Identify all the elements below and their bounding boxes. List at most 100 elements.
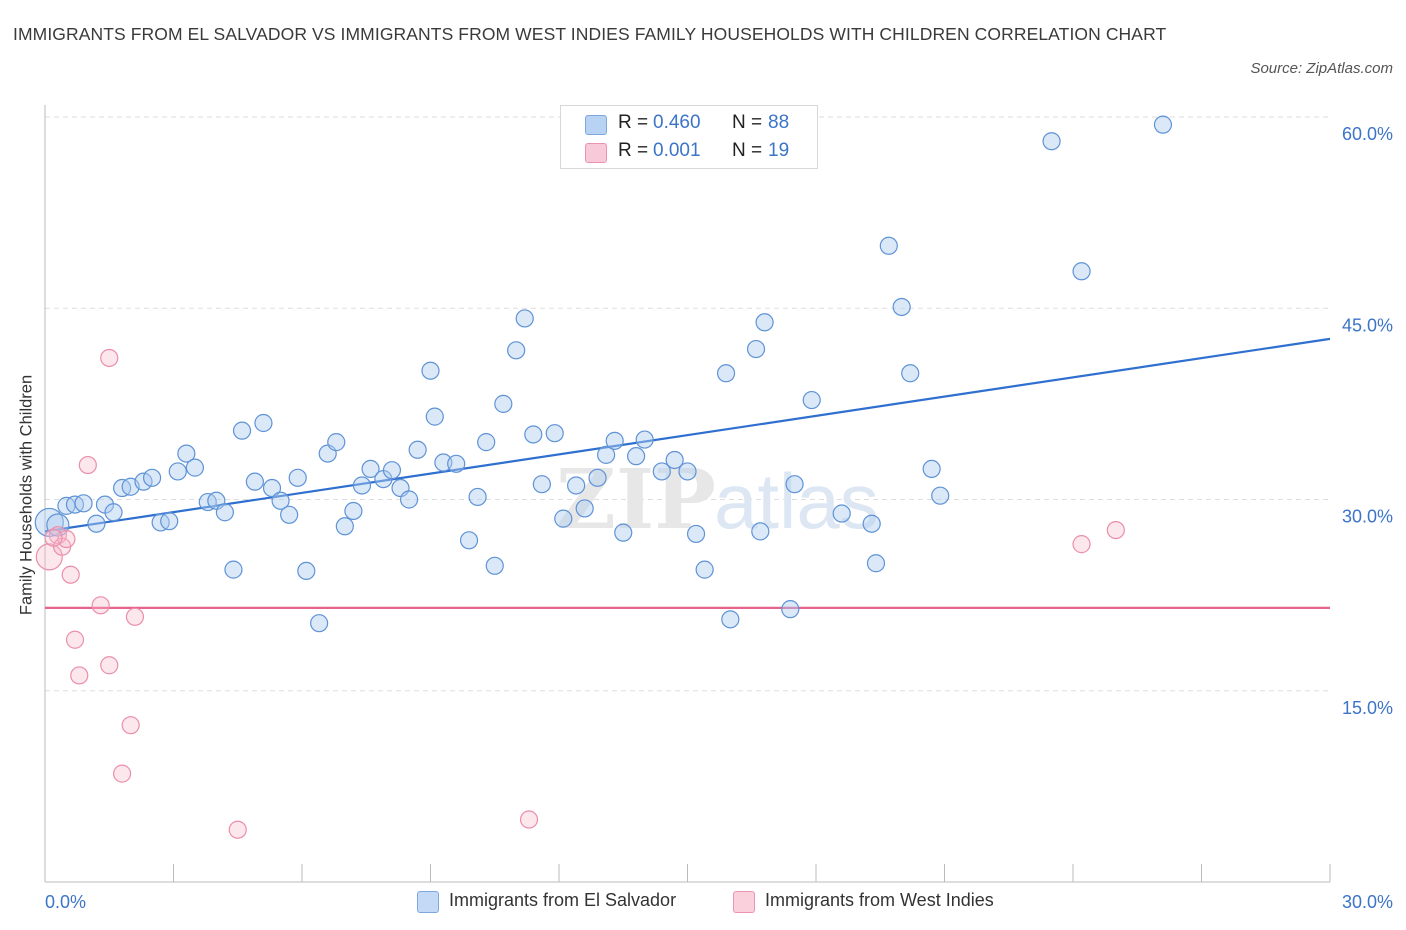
legend-r-value: 0.001 [653,140,701,161]
bottom-legend-label: Immigrants from West Indies [765,890,994,910]
point-el-salvador [678,462,697,481]
point-el-salvador [802,390,821,410]
point-el-salvador [524,425,543,444]
point-el-salvador [494,394,513,413]
point-west-indies [125,607,145,626]
y-tick-label: 45.0% [1342,315,1393,335]
point-el-salvador [232,421,252,440]
point-el-salvador [751,522,770,541]
point-el-salvador [477,433,496,452]
point-el-salvador [597,445,616,464]
point-west-indies [91,596,110,615]
point-el-salvador [1072,262,1091,281]
point-el-salvador [575,499,594,518]
legend-swatch-blue [585,115,607,135]
point-el-salvador [361,459,380,478]
watermark-atlas: atlas [714,457,879,545]
point-el-salvador [288,468,307,487]
y-tick-label: 60.0% [1342,124,1393,144]
point-west-indies [519,810,539,829]
y-tick-label: 30.0% [1342,507,1393,527]
point-el-salvador [832,504,851,523]
point-west-indies [1106,520,1125,540]
point-el-salvador [922,459,941,478]
point-el-salvador [686,524,706,544]
point-el-salvador [160,512,179,531]
legend-r-value: 0.460 [653,112,701,133]
point-el-salvador [310,614,329,633]
data-points [34,115,1173,839]
point-el-salvador [352,476,372,495]
point-west-indies [112,764,132,783]
legend-n-value: 19 [768,140,790,161]
source-label: Source: ZipAtlas.com [1250,60,1393,77]
point-el-salvador [335,517,354,536]
point-el-salvador [781,600,800,619]
point-el-salvador [425,407,444,426]
point-el-salvador [892,297,911,317]
point-el-salvador [327,433,346,452]
y-tick-label: 15.0% [1342,698,1393,718]
point-el-salvador [142,468,162,487]
point-el-salvador [866,554,886,573]
bottom-legend-swatch-pink [733,891,755,913]
legend-swatch-pink [585,143,607,163]
point-el-salvador [567,476,586,495]
chart-title: IMMIGRANTS FROM EL SALVADOR VS IMMIGRANT… [13,24,1167,44]
point-el-salvador [104,503,123,522]
point-west-indies [228,820,247,839]
trendlines [44,337,1331,609]
point-el-salvador [399,490,419,509]
point-el-salvador [515,309,534,328]
point-el-salvador [901,364,920,383]
point-west-indies [44,528,63,547]
point-west-indies [65,630,85,649]
axes [44,105,1331,883]
point-el-salvador [635,430,654,449]
point-el-salvador [785,475,804,494]
point-el-salvador [1153,115,1173,134]
point-el-salvador [434,453,453,472]
point-el-salvador [1042,132,1061,151]
point-el-salvador [262,478,282,498]
point-el-salvador [134,472,153,491]
bottom-legend-label: Immigrants from El Salvador [449,890,677,910]
point-west-indies [35,543,63,571]
x-tick-label: 0.0% [45,892,86,912]
point-west-indies [57,529,76,549]
point-el-salvador [224,560,243,579]
point-el-salvador [588,468,607,487]
point-el-salvador [177,444,196,463]
point-west-indies [121,716,140,735]
point-el-salvador [459,531,479,550]
gridlines [45,116,1330,692]
stats-legend: R = 0.460 N = 88 R = 0.001 N = 19 [560,105,818,169]
point-el-salvador [297,561,316,581]
point-west-indies [100,656,119,675]
point-west-indies [100,348,119,368]
watermark: ZIP atlas [556,452,879,548]
tick-labels: 15.0% 30.0% 45.0% 60.0% 0.0% 30.0% [45,124,1393,912]
point-el-salvador [74,494,93,513]
point-el-salvador [507,341,526,360]
point-el-salvador [468,487,487,507]
point-el-salvador [716,364,736,383]
trendline-el-salvador [44,337,1331,533]
legend-n-label: N = [732,140,763,161]
legend-n-value: 88 [768,112,790,133]
point-el-salvador [421,361,440,380]
point-el-salvador [755,313,774,332]
point-el-salvador [545,424,564,443]
point-el-salvador [245,472,264,491]
point-west-indies [70,666,89,685]
point-el-salvador [605,431,624,450]
point-el-salvador [652,462,671,481]
legend-r-label: R = [618,140,649,161]
point-el-salvador [665,450,684,470]
legend-n-label: N = [732,112,763,133]
point-el-salvador [215,503,234,522]
point-el-salvador [614,523,633,542]
point-el-salvador [879,236,898,255]
point-west-indies [61,565,80,584]
